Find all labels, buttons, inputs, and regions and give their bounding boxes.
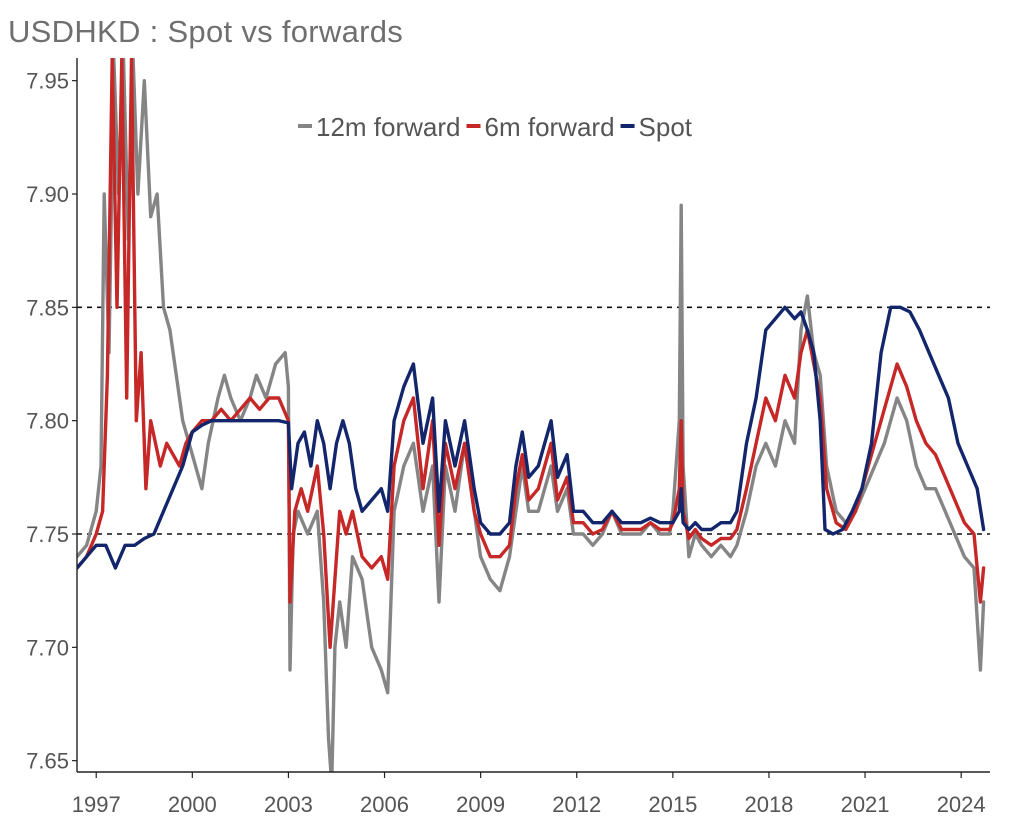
x-tick-label: 2009 bbox=[456, 792, 505, 817]
y-tick-label: 7.95 bbox=[26, 69, 69, 94]
x-tick-label: 2021 bbox=[841, 792, 890, 817]
y-tick-label: 7.75 bbox=[26, 522, 69, 547]
series-line-spot bbox=[77, 305, 986, 570]
series-line-6m-forward bbox=[77, 58, 986, 649]
y-tick-label: 7.80 bbox=[26, 409, 69, 434]
x-tick-label: 2003 bbox=[264, 792, 313, 817]
reference-lines bbox=[77, 306, 990, 535]
legend-label: Spot bbox=[639, 112, 693, 142]
x-axis-ticks: 1997 2000 2003 2006 2009 2012 2015 2018 2021 2024 bbox=[72, 772, 986, 817]
x-tick-label: 1997 bbox=[72, 792, 121, 817]
y-tick-label: 7.70 bbox=[26, 635, 69, 660]
y-tick-label: 7.65 bbox=[26, 749, 69, 774]
x-tick-label: 2015 bbox=[648, 792, 697, 817]
y-axis-ticks: 7.65 7.70 7.75 7.80 7.85 7.90 7.95 bbox=[26, 69, 77, 774]
x-tick-label: 2024 bbox=[937, 792, 986, 817]
legend-label: 12m forward bbox=[316, 112, 461, 142]
x-tick-label: 2006 bbox=[360, 792, 409, 817]
x-tick-label: 2018 bbox=[744, 792, 793, 817]
x-tick-label: 2012 bbox=[552, 792, 601, 817]
series-layer bbox=[77, 58, 986, 772]
x-tick-label: 2000 bbox=[168, 792, 217, 817]
series-line-12m-forward bbox=[77, 58, 986, 772]
legend-label: 6m forward bbox=[485, 112, 615, 142]
y-tick-label: 7.85 bbox=[26, 295, 69, 320]
chart-legend: 12m forward 6m forward Spot bbox=[298, 112, 693, 142]
chart-title: USDHKD : Spot vs forwards bbox=[8, 14, 404, 49]
y-tick-label: 7.90 bbox=[26, 182, 69, 207]
axes-layer bbox=[76, 58, 990, 773]
